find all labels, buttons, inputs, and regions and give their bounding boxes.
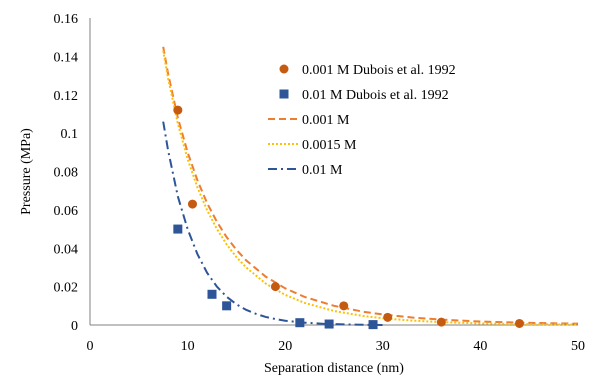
legend-item-0-001-m-dubois-et-al-1992: 0.001 M Dubois et al. 1992 [279, 63, 456, 78]
data-point-0-01-m-dubois-et-al-1992 [368, 320, 378, 330]
y-tick-label: 0.1 [61, 127, 79, 142]
x-tick-label: 0 [87, 339, 94, 354]
data-point-0-01-m-dubois-et-al-1992 [324, 319, 334, 329]
y-tick-label: 0.04 [54, 242, 79, 257]
series-line-0-01-m [162, 121, 383, 326]
data-point-0-001-m-dubois-et-al-1992 [187, 199, 197, 209]
data-point-0-001-m-dubois-et-al-1992 [383, 312, 393, 322]
data-point-0-01-m-dubois-et-al-1992 [173, 224, 183, 234]
data-point-0-01-m-dubois-et-al-1992 [222, 301, 232, 311]
y-tick-labels: 0 0.02 0.04 0.06 0.08 0.1 0.12 0.14 0.16 [54, 12, 79, 334]
y-tick-label: 0.02 [54, 281, 79, 296]
legend: 0.001 M Dubois et al. 1992 0.01 M Dubois … [268, 63, 456, 178]
series-lines [162, 46, 579, 326]
x-tick-label: 20 [278, 339, 292, 354]
x-tick-label: 10 [181, 339, 195, 354]
x-tick-label: 40 [473, 339, 487, 354]
data-point-0-01-m-dubois-et-al-1992 [207, 289, 217, 299]
legend-swatch [279, 89, 289, 99]
y-axis-title: Pressure (MPa) [19, 128, 34, 215]
legend-label: 0.001 M [302, 113, 350, 128]
legend-item-0-0015-m: 0.0015 M [268, 138, 357, 153]
legend-label: 0.01 M [302, 163, 343, 178]
series-line-0-001-m [162, 46, 579, 325]
y-tick-label: 0 [71, 319, 78, 334]
data-point-0-001-m-dubois-et-al-1992 [339, 301, 349, 311]
y-tick-label: 0.06 [54, 204, 79, 219]
y-tick-label: 0.16 [54, 12, 79, 27]
series-line-0-0015-m [162, 50, 579, 326]
legend-item-0-01-m-dubois-et-al-1992: 0.01 M Dubois et al. 1992 [279, 88, 449, 103]
plot-area [89, 18, 578, 326]
y-tick-label: 0.14 [54, 50, 79, 65]
series-markers [173, 105, 524, 330]
data-point-0-001-m-dubois-et-al-1992 [514, 318, 524, 328]
legend-label: 0.001 M Dubois et al. 1992 [302, 63, 456, 78]
legend-swatch [279, 64, 289, 74]
legend-label: 0.0015 M [302, 138, 357, 153]
legend-item-0-001-m: 0.001 M [268, 113, 350, 128]
data-point-0-001-m-dubois-et-al-1992 [270, 282, 280, 292]
data-point-0-001-m-dubois-et-al-1992 [436, 317, 446, 327]
x-tick-label: 30 [376, 339, 390, 354]
legend-item-0-01-m: 0.01 M [268, 163, 343, 178]
y-tick-label: 0.08 [54, 166, 79, 181]
x-tick-label: 50 [571, 339, 585, 354]
y-tick-label: 0.12 [54, 89, 79, 104]
data-point-0-001-m-dubois-et-al-1992 [173, 105, 183, 115]
legend-label: 0.01 M Dubois et al. 1992 [302, 88, 449, 103]
data-point-0-01-m-dubois-et-al-1992 [295, 318, 305, 328]
x-tick-labels: 0 10 20 30 40 50 [87, 339, 586, 354]
x-axis-title: Separation distance (nm) [264, 361, 404, 376]
